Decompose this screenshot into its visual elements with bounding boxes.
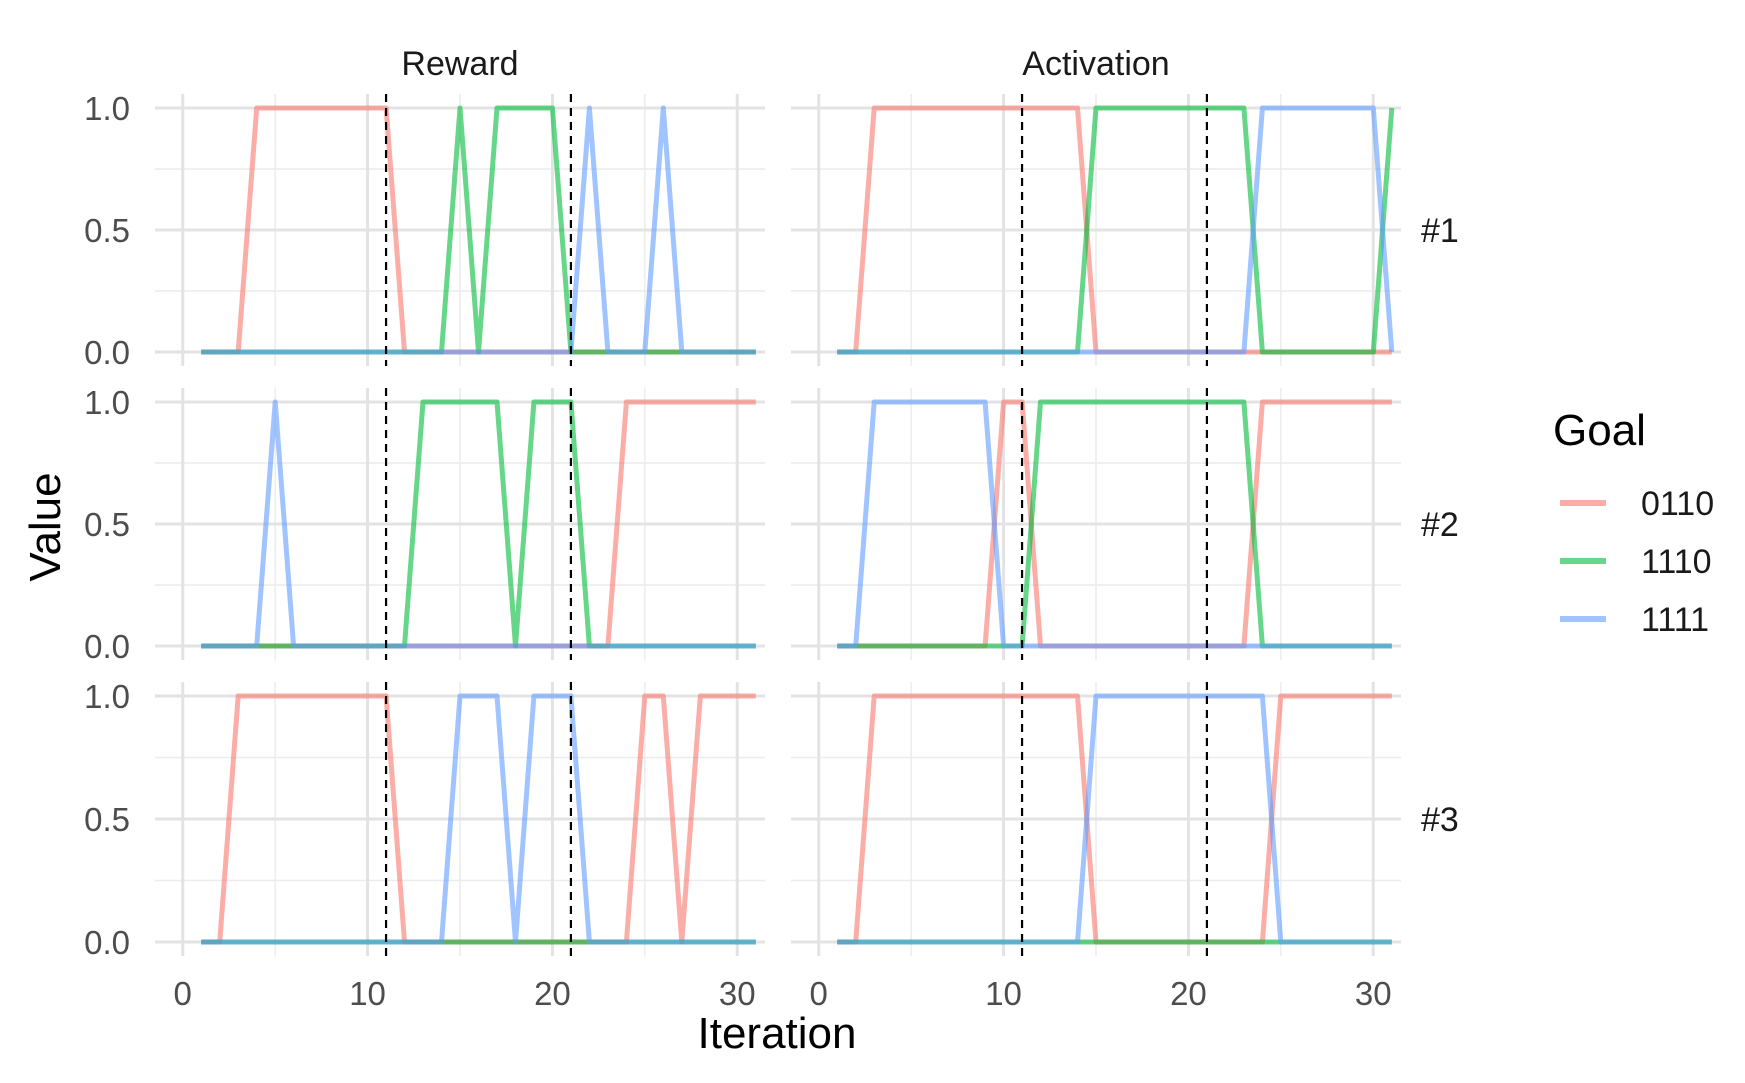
x-tick-label: 30 — [719, 975, 756, 1012]
series-line-1111 — [201, 105, 756, 355]
panel-r3-reward — [155, 682, 765, 956]
x-tick-label: 0 — [810, 975, 828, 1012]
y-tick-label: 0.5 — [84, 506, 130, 543]
column-strip-label: Activation — [1022, 45, 1169, 83]
y-tick-label: 1.0 — [84, 678, 130, 715]
x-tick-label: 0 — [174, 975, 192, 1012]
legend-title: Goal — [1553, 406, 1646, 455]
legend: 0110 1110 1111 — [1560, 485, 1714, 639]
panel-r2-activation — [791, 388, 1401, 660]
x-tick-label: 10 — [349, 975, 386, 1012]
y-tick-label: 0.5 — [84, 801, 130, 838]
column-strip-label: Reward — [401, 45, 518, 83]
series-line-1111 — [837, 105, 1395, 355]
y-tick-label: 1.0 — [84, 90, 130, 127]
legend-label-1111: 1111 — [1641, 601, 1709, 639]
series-line-1111 — [201, 399, 756, 649]
y-axis-title: Value — [21, 472, 70, 581]
y-tick-label: 0.0 — [84, 334, 130, 371]
labels-layer: Iteration Value Goal 0.0 0.5 1.0 0.0 0.5 1.0 0… — [21, 45, 1646, 1058]
row-strip-label: #3 — [1421, 801, 1459, 839]
panel-r1-activation — [791, 94, 1401, 366]
legend-label-0110: 0110 — [1641, 485, 1714, 523]
y-tick-label: 0.0 — [84, 628, 130, 665]
x-tick-label: 20 — [1170, 975, 1207, 1012]
panel-r3-activation — [791, 682, 1401, 956]
row-strip-label: #1 — [1421, 212, 1459, 250]
panel-r1-reward — [155, 94, 765, 366]
y-tick-label: 0.0 — [84, 924, 130, 961]
x-tick-label: 10 — [985, 975, 1022, 1012]
y-tick-label: 0.5 — [84, 212, 130, 249]
x-tick-label: 30 — [1355, 975, 1392, 1012]
x-axis-title: Iteration — [698, 1009, 857, 1058]
series-line-1111 — [837, 399, 1392, 649]
series-line-1111 — [201, 693, 756, 945]
row-strip-label: #2 — [1421, 506, 1459, 544]
legend-label-1110: 1110 — [1641, 543, 1712, 581]
y-tick-label: 1.0 — [84, 384, 130, 421]
series-line-1111 — [837, 693, 1392, 945]
panel-r2-reward — [155, 388, 765, 660]
x-tick-label: 20 — [534, 975, 571, 1012]
panels-layer — [155, 94, 1401, 956]
